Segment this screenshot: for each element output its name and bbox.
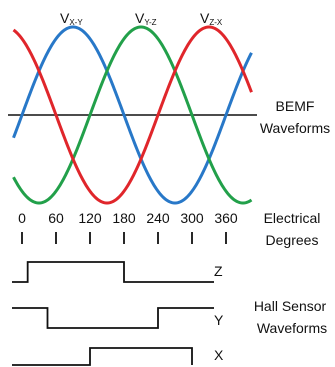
hall-y-label: Y	[214, 312, 224, 328]
degree-label-180: 180	[112, 210, 136, 226]
hall-z-label: Z	[214, 263, 223, 279]
vxy-label: VX-Y	[60, 10, 83, 27]
degree-label-360: 360	[214, 210, 238, 226]
vyz-waveform	[12, 25, 253, 205]
vzx-label: VZ-X	[200, 10, 223, 27]
hall-x-waveform	[12, 347, 193, 366]
degree-label-0: 0	[18, 210, 26, 226]
degree-label-300: 300	[180, 210, 204, 226]
degree-label-60: 60	[48, 210, 64, 226]
hall-y-waveform	[12, 307, 214, 329]
degree-label-240: 240	[146, 210, 170, 226]
bemf-label-line2: Waveforms	[260, 120, 330, 136]
hall-x-label: X	[214, 347, 224, 363]
vzx-waveform	[12, 25, 253, 205]
degree-tick-labels: 0 60 120 180 240 300 360	[18, 210, 238, 226]
degree-label-120: 120	[78, 210, 102, 226]
hall-label-line1: Hall Sensor	[254, 298, 327, 314]
bemf-plot	[8, 25, 257, 205]
hall-label-line2: Waveforms	[257, 320, 327, 336]
degree-tick-marks	[21, 232, 227, 244]
electrical-label-line1: Electrical	[264, 210, 321, 226]
hall-z-waveform	[12, 261, 214, 283]
vxy-waveform	[12, 25, 253, 205]
vyz-label: VY-Z	[135, 10, 157, 27]
bemf-label-line1: BEMF	[276, 98, 315, 114]
electrical-label-line2: Degrees	[266, 232, 319, 248]
